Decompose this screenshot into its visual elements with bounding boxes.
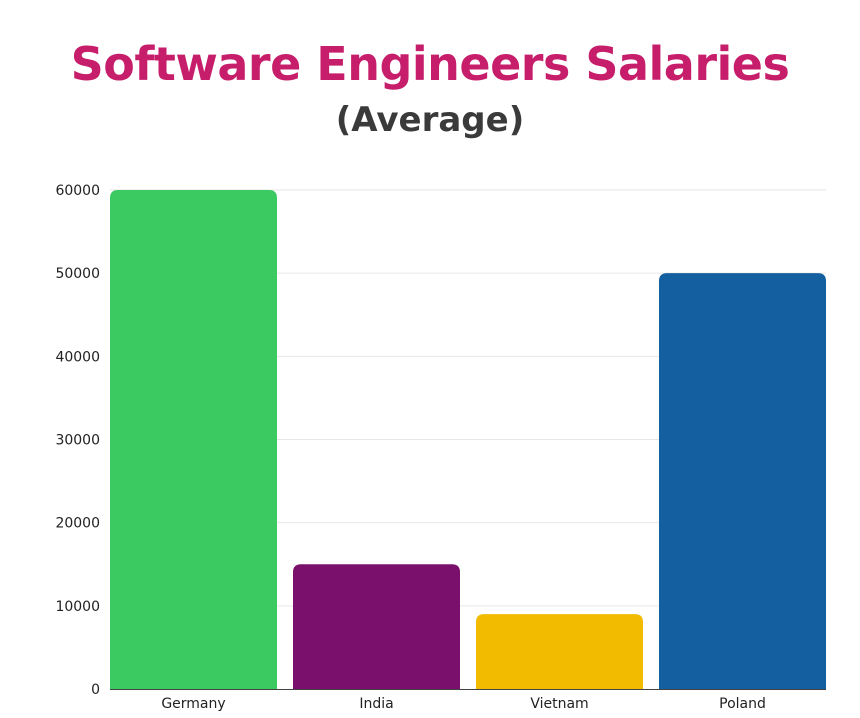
- bar-india: [293, 564, 460, 689]
- x-tick-label: Vietnam: [530, 696, 588, 712]
- y-tick-label: 60000: [55, 183, 100, 199]
- chart-title: Software Engineers Salaries: [70, 37, 790, 91]
- y-tick-label: 20000: [55, 516, 100, 532]
- y-tick-label: 50000: [55, 266, 100, 282]
- bar-poland: [659, 273, 826, 689]
- x-tick-labels: Germany India Vietnam Poland: [161, 696, 766, 712]
- x-tick-label: India: [359, 696, 393, 712]
- bar-vietnam: [476, 614, 643, 689]
- chart-subtitle: (Average): [335, 100, 525, 140]
- x-tick-label: Poland: [719, 696, 766, 712]
- x-tick-label: Germany: [161, 696, 225, 712]
- bars: [110, 190, 826, 689]
- bar-germany: [110, 190, 277, 689]
- y-tick-label: 40000: [55, 349, 100, 365]
- y-tick-label: 30000: [55, 433, 100, 449]
- y-tick-label: 0: [91, 682, 100, 698]
- y-tick-label: 10000: [55, 599, 100, 615]
- y-tick-labels: 0 10000 20000 30000 40000 50000 60000: [55, 183, 100, 698]
